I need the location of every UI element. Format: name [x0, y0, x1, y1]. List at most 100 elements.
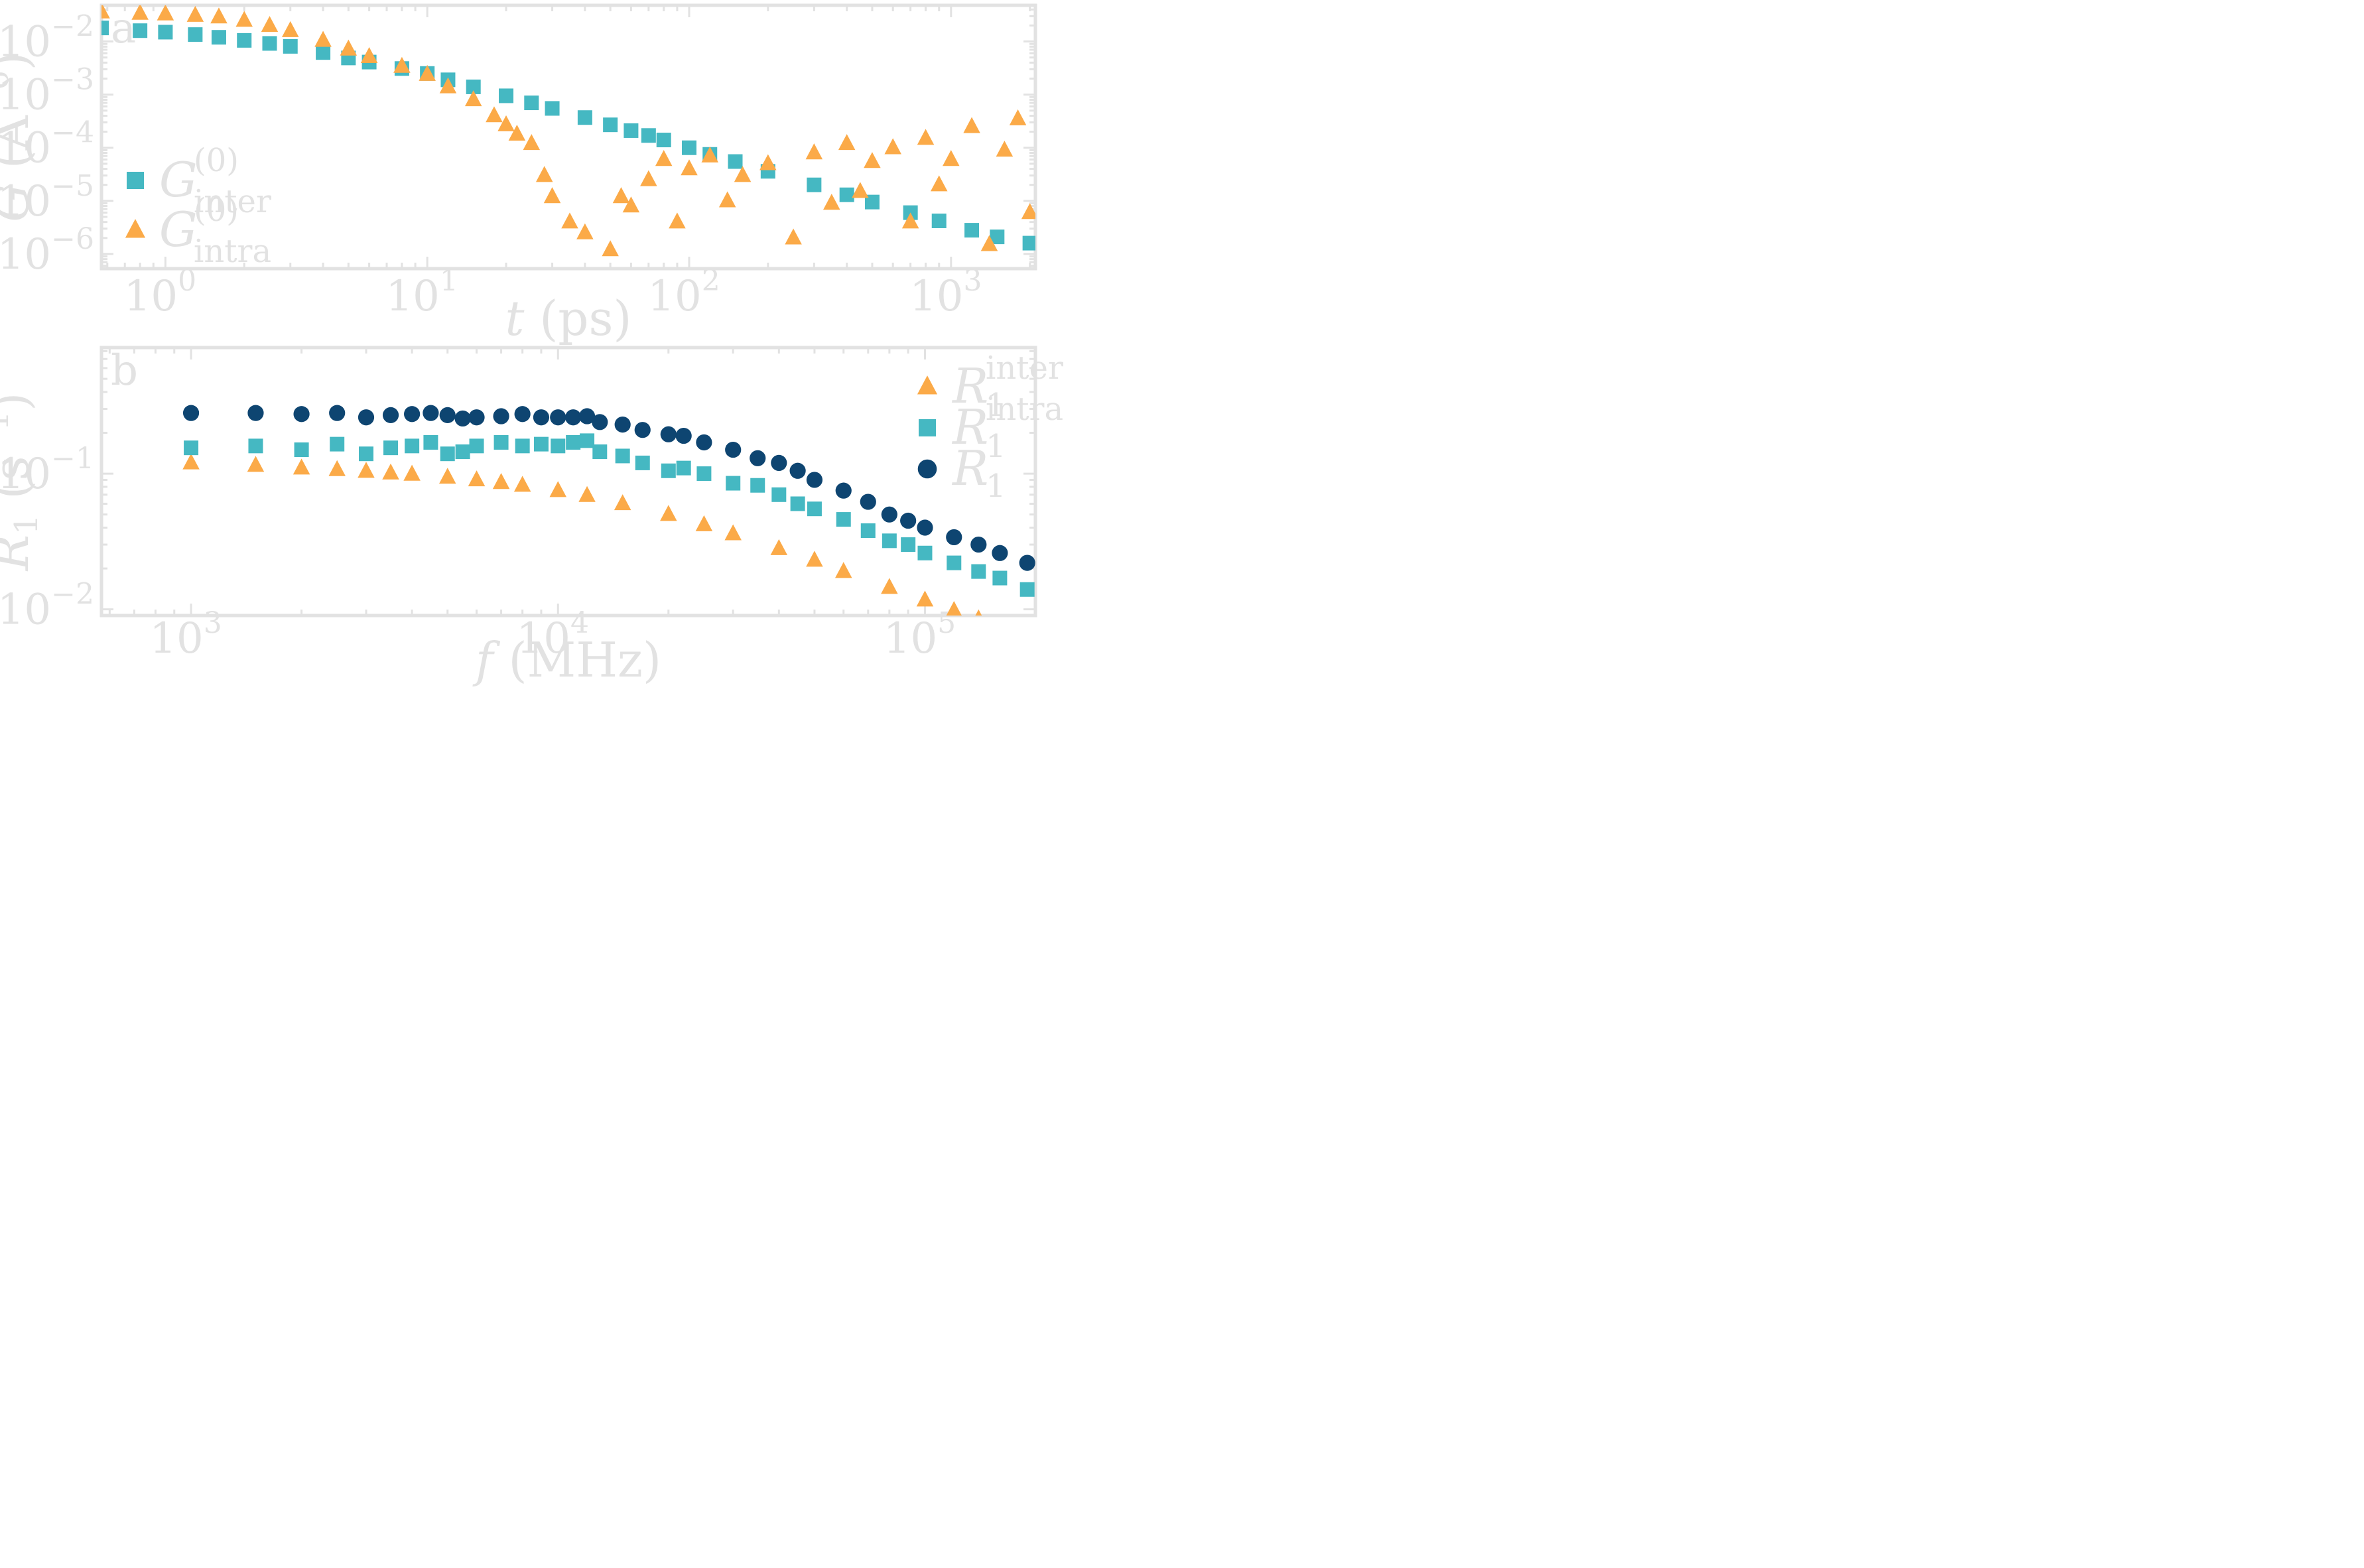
- y-tick-label: 10−3: [0, 63, 94, 120]
- data-point-a-s1: [759, 154, 777, 170]
- data-point-b-s2: [881, 506, 897, 523]
- data-point-b-s1: [592, 444, 608, 460]
- y-axis-label: G (Å−6): [0, 52, 39, 222]
- data-point-b-s1: [836, 512, 851, 527]
- data-point-a-s1: [464, 90, 482, 107]
- data-point-b-s0: [881, 578, 898, 594]
- data-point-a-s1: [314, 31, 332, 47]
- data-point-b-s1: [917, 545, 933, 560]
- data-point-b-s0: [549, 481, 567, 497]
- data-point-b-s2: [293, 406, 310, 423]
- data-point-a-s0: [524, 96, 539, 111]
- data-point-b-s2: [439, 407, 456, 423]
- data-point-a-s0: [624, 123, 639, 138]
- data-point-b-s1: [615, 448, 630, 464]
- data-point-a-s0: [964, 223, 980, 238]
- y-tick-label: 10−1: [0, 442, 94, 499]
- y-tick-label: 10−6: [0, 222, 94, 279]
- data-point-a-s1: [864, 152, 881, 168]
- data-point-a-s1: [718, 191, 736, 208]
- data-point-a-s0: [931, 214, 947, 229]
- data-point-a-s1: [655, 150, 673, 166]
- data-point-b-s1: [405, 438, 420, 454]
- data-point-b-s0: [328, 460, 346, 476]
- data-point-b-s1: [1019, 582, 1035, 597]
- data-point-b-s1: [515, 438, 530, 454]
- data-point-b-s1: [676, 460, 691, 476]
- data-point-a-s1: [360, 46, 378, 64]
- data-point-b-s2: [578, 408, 596, 425]
- data-point-b-s1: [882, 533, 897, 549]
- plot-frame-a: [99, 3, 1037, 271]
- data-point-b-s1: [330, 436, 345, 452]
- data-point-b-s1: [790, 496, 805, 511]
- legend-marker: [127, 172, 144, 189]
- data-point-b-s1: [248, 438, 263, 454]
- data-point-a-s1: [439, 77, 457, 94]
- data-point-b-s2: [660, 426, 677, 442]
- data-point-b-s0: [614, 494, 631, 511]
- x-axis-label: t (ps): [505, 291, 631, 346]
- legend-marker: [917, 375, 938, 395]
- data-point-b-s1: [635, 455, 650, 470]
- data-point-b-s1: [696, 466, 712, 482]
- data-point-b-s0: [247, 456, 265, 472]
- x-tick-label: 101: [385, 264, 458, 321]
- data-point-a-s1: [943, 150, 960, 166]
- legend-label: Rintra 1: [951, 391, 1063, 465]
- data-point-a-s1: [101, 5, 110, 19]
- x-tick-label: 100: [124, 264, 196, 321]
- data-point-b-s2: [423, 405, 439, 421]
- data-point-b-s1: [493, 434, 509, 450]
- data-point-a-s0: [603, 117, 618, 133]
- data-point-b-s1: [901, 537, 916, 553]
- data-point-a-s0: [133, 23, 148, 38]
- data-point-a-s0: [499, 88, 514, 103]
- legend-marker: [919, 419, 936, 436]
- data-point-a-s1: [131, 5, 149, 20]
- data-point-a-s1: [838, 134, 856, 151]
- legend-label: R1: [951, 440, 1006, 505]
- data-point-a-s0: [641, 128, 656, 143]
- data-markers-a: [101, 5, 1035, 257]
- data-point-b-s2: [835, 482, 852, 499]
- y-tick-label: 10−2: [0, 578, 94, 635]
- data-point-b-s1: [807, 501, 822, 517]
- data-point-b-s1: [971, 564, 986, 579]
- data-point-a-s1: [486, 106, 503, 123]
- data-point-a-s1: [340, 39, 358, 56]
- data-point-b-s1: [533, 436, 549, 452]
- data-point-b-s2: [806, 472, 823, 488]
- data-point-b-s0: [293, 458, 310, 475]
- data-point-b-s0: [182, 453, 200, 470]
- data-point-a-s1: [701, 146, 719, 163]
- plot-frame-b: [99, 346, 1037, 618]
- data-point-a-s0: [839, 187, 854, 202]
- data-point-a-s1: [419, 64, 436, 81]
- data-point-a-s1: [186, 5, 204, 22]
- data-point-a-s1: [281, 21, 299, 37]
- data-point-b-s1: [661, 463, 676, 478]
- data-point-b-s0: [578, 486, 596, 502]
- y-tick-label: 10−5: [0, 169, 94, 226]
- data-point-a-s1: [884, 138, 901, 155]
- data-point-a-s1: [622, 196, 640, 213]
- data-point-b-s2: [675, 427, 692, 444]
- data-point-b-s2: [382, 407, 399, 423]
- data-point-b-s2: [696, 434, 712, 451]
- legend-label: Rinter 1: [951, 350, 1063, 424]
- data-markers-b: [182, 405, 1035, 616]
- data-point-a-s1: [734, 166, 752, 182]
- data-point-a-s1: [543, 187, 561, 204]
- data-point-b-s0: [975, 609, 982, 616]
- data-point-b-s1: [358, 446, 373, 462]
- x-tick-label: 102: [647, 264, 720, 321]
- data-point-b-s2: [725, 441, 742, 458]
- data-point-b-s2: [550, 409, 566, 426]
- data-point-a-s1: [523, 134, 541, 151]
- data-point-a-s1: [393, 56, 411, 73]
- data-point-a-s0: [577, 110, 592, 125]
- y-tick-label: 10−4: [0, 116, 94, 173]
- legend-label: G(0) intra: [159, 192, 271, 270]
- data-point-a-s0: [545, 101, 560, 116]
